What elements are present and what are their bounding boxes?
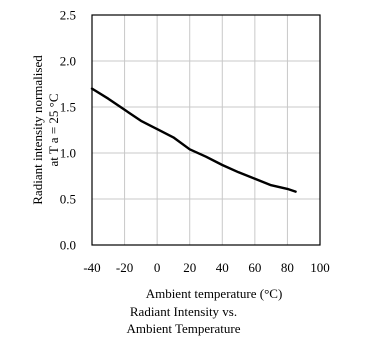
y-axis-label-line-2: at T a = 25 °C (46, 93, 61, 166)
x-tick-label: 100 (310, 260, 330, 275)
x-tick-label: -40 (83, 260, 100, 275)
x-tick-label: 60 (248, 260, 261, 275)
x-tick-label: 0 (154, 260, 161, 275)
series-line-0 (90, 87, 297, 193)
y-tick-label: 0.0 (60, 238, 76, 253)
caption-line-1: Radiant Intensity vs. (129, 304, 238, 319)
x-tick-label: 40 (216, 260, 229, 275)
grid-layer (91, 14, 321, 246)
series-layer (90, 87, 297, 193)
x-tick-label: 80 (281, 260, 294, 275)
y-tick-label: 1.0 (60, 146, 76, 161)
x-tick-label: 20 (183, 260, 196, 275)
y-tick-label: 0.5 (60, 192, 76, 207)
y-tick-labels: 0.0 0.5 1.0 1.5 2.0 2.5 (60, 8, 76, 253)
y-tick-label: 2.0 (60, 54, 76, 69)
caption-line-2: Ambient Temperature (126, 321, 241, 336)
y-tick-label: 2.5 (60, 8, 76, 23)
plot-frame (91, 14, 321, 246)
x-axis-label: Ambient temperature (°C) (146, 286, 283, 301)
x-tick-label: -20 (116, 260, 133, 275)
y-tick-label: 1.5 (60, 100, 76, 115)
x-tick-labels: -40 -20 0 20 40 60 80 100 (83, 260, 329, 275)
y-axis-label-line-1: Radiant intensity normalised (30, 55, 45, 205)
